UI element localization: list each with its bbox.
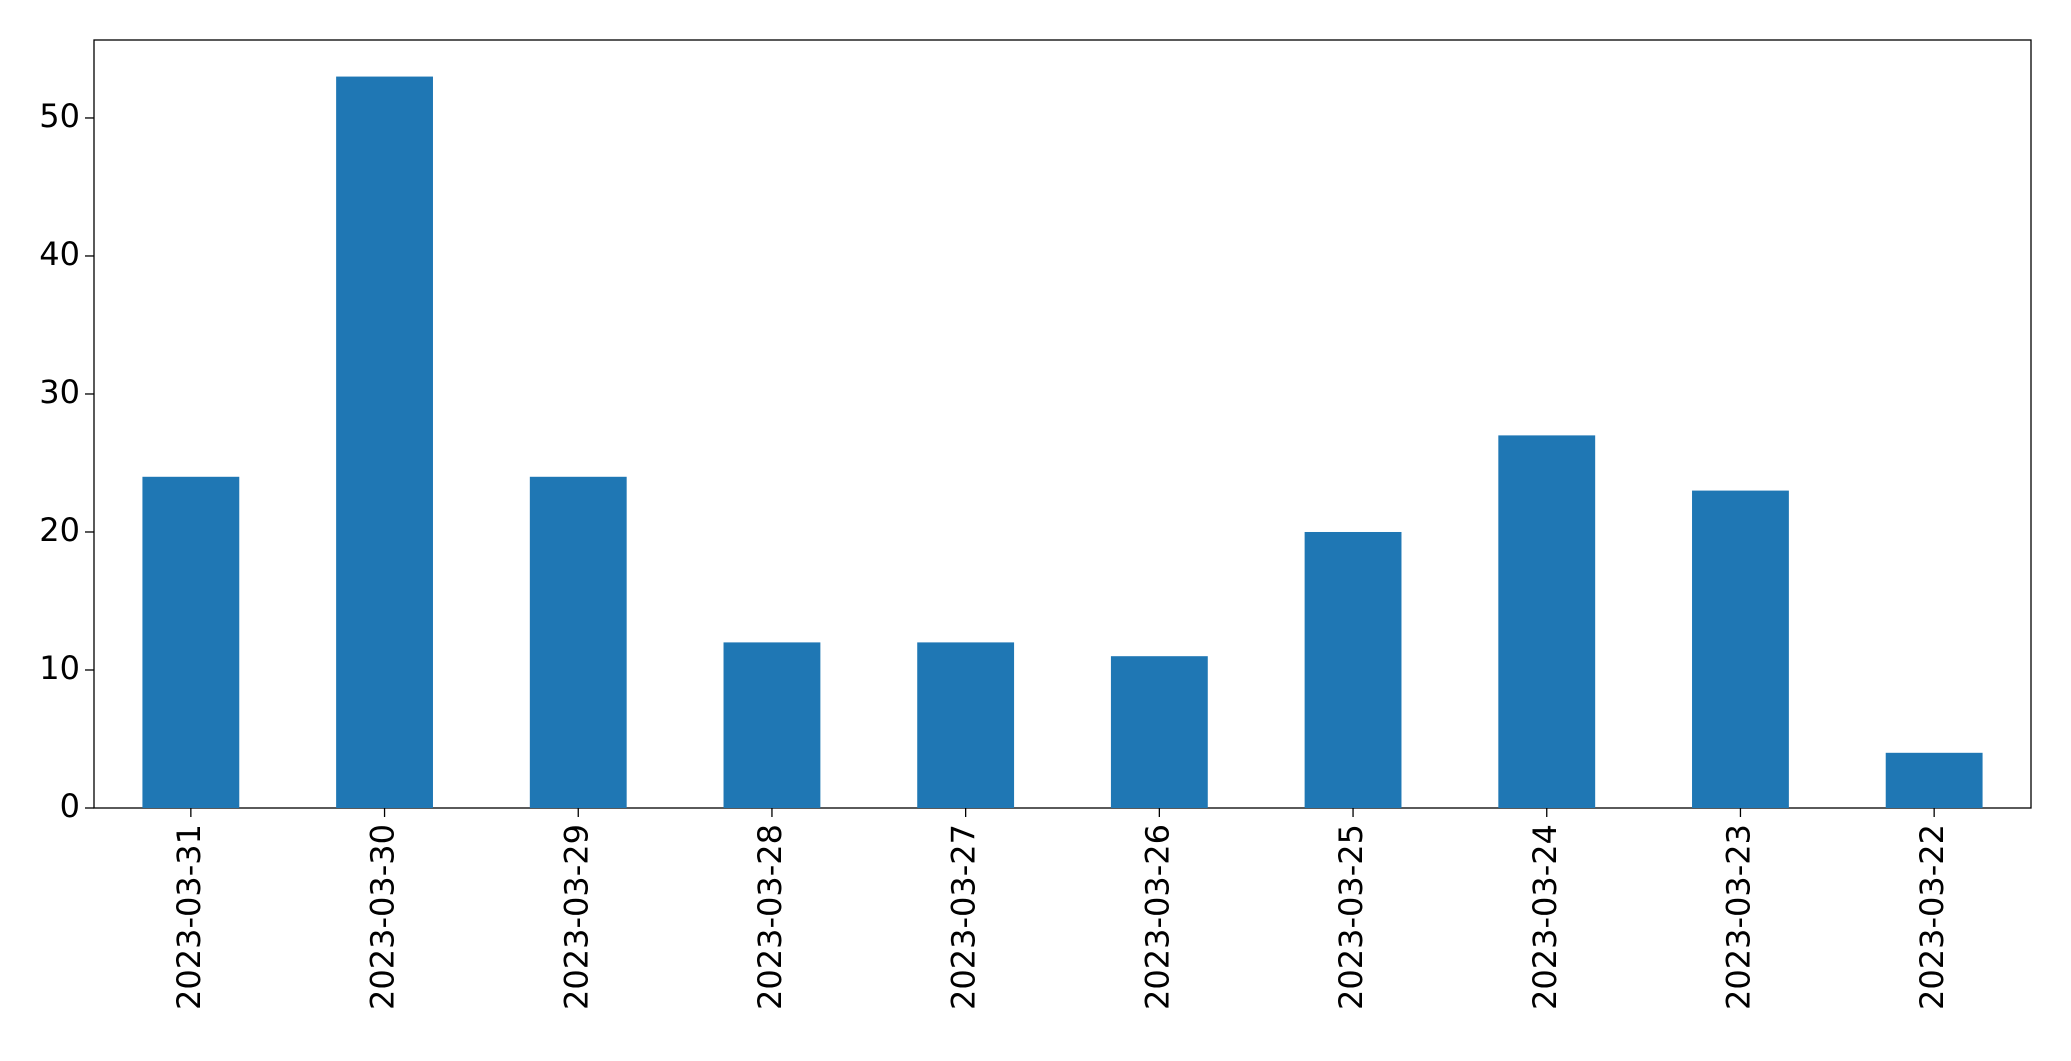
x-tick-label: 2023-03-26 bbox=[1138, 824, 1176, 1010]
y-tick-label: 10 bbox=[39, 649, 80, 687]
bar bbox=[1304, 531, 1402, 808]
bar bbox=[1885, 752, 1983, 808]
x-tick-label: 2023-03-23 bbox=[1719, 824, 1757, 1010]
x-tick-label: 2023-03-22 bbox=[1913, 824, 1951, 1010]
x-tick-label: 2023-03-31 bbox=[170, 824, 208, 1010]
x-tick-label: 2023-03-27 bbox=[945, 824, 983, 1010]
plot-frame bbox=[93, 39, 2032, 809]
x-tick-label: 2023-03-29 bbox=[557, 824, 595, 1010]
bar bbox=[529, 476, 627, 808]
bar bbox=[142, 476, 240, 808]
bar bbox=[1692, 490, 1789, 808]
bar bbox=[917, 642, 1015, 808]
y-tick-label: 40 bbox=[39, 235, 80, 273]
bar bbox=[336, 76, 433, 809]
x-tick-label: 2023-03-25 bbox=[1332, 824, 1370, 1010]
bar bbox=[723, 642, 821, 808]
x-tick-label: 2023-03-28 bbox=[751, 824, 789, 1010]
x-tick-label: 2023-03-30 bbox=[364, 824, 402, 1010]
y-tick-label: 0 bbox=[60, 787, 80, 825]
y-tick-label: 30 bbox=[39, 373, 80, 411]
bar bbox=[1498, 435, 1596, 808]
bar bbox=[1110, 656, 1208, 808]
y-tick-label: 20 bbox=[39, 511, 80, 549]
y-tick-label: 50 bbox=[39, 97, 80, 135]
x-tick-label: 2023-03-24 bbox=[1526, 824, 1564, 1010]
